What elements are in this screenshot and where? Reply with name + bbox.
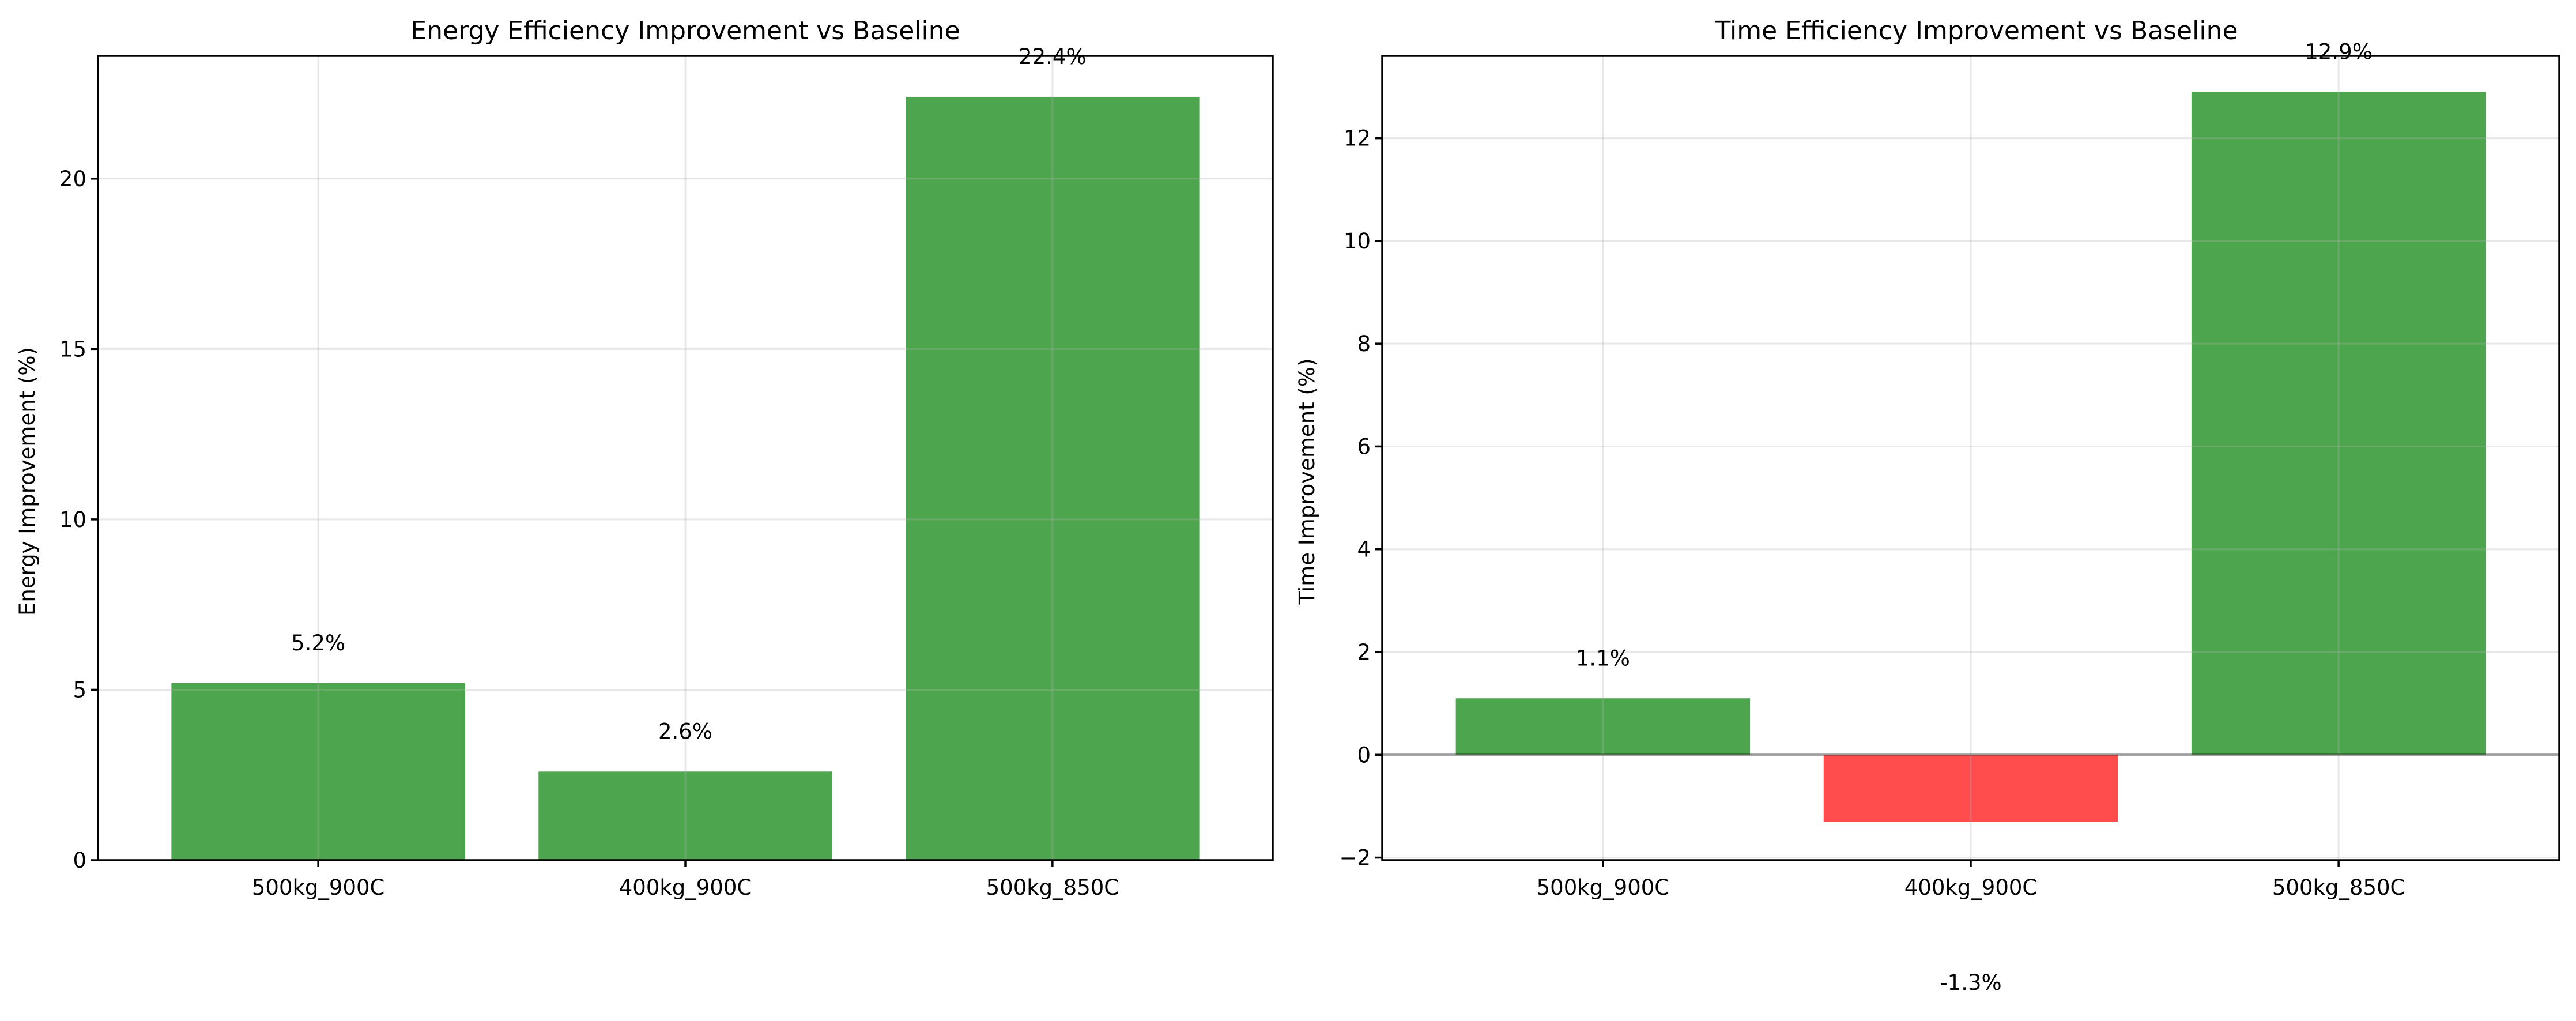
chart-energy-title: Energy Efficiency Improvement vs Baselin… (410, 16, 960, 46)
chart-time-ytick-label-6: 10 (1344, 229, 1371, 254)
chart-time-bar-1 (1823, 755, 2118, 822)
chart-time-bar-label-2: 12.9% (2305, 40, 2373, 65)
chart-time-ytick-label-3: 4 (1357, 537, 1371, 562)
chart-time-bar-label-0: 1.1% (1576, 646, 1630, 670)
chart-energy-ylabel: Energy Improvement (%) (15, 347, 40, 616)
chart-time-ytick-label-0: −2 (1339, 846, 1371, 871)
chart-time: Time Efficiency Improvement vs Baseline … (1295, 16, 2560, 995)
chart-time-xtick-label-1: 400kg_900C (1904, 875, 2038, 900)
chart-time-ytick-label-4: 6 (1357, 434, 1371, 459)
chart-time-ytick-label-1: 0 (1357, 743, 1371, 767)
chart-time-xtick-label-2: 500kg_850C (2272, 875, 2405, 900)
chart-energy-xtick-label-0: 500kg_900C (252, 875, 385, 900)
chart-energy-ytick-label-3: 15 (59, 337, 86, 361)
chart-energy-bar-1 (538, 771, 832, 860)
chart-energy: Energy Efficiency Improvement vs Baselin… (15, 16, 1274, 900)
chart-time-ylabel: Time Improvement (%) (1295, 359, 1319, 605)
chart-energy-bar-label-0: 5.2% (291, 631, 345, 655)
chart-time-ytick-label-5: 8 (1357, 331, 1371, 356)
chart-time-xtick-label-0: 500kg_900C (1537, 875, 1670, 900)
chart-time-bar-label-1: -1.3% (1940, 970, 2001, 995)
chart-energy-ytick-label-1: 5 (73, 677, 86, 702)
chart-time-bar-0 (1455, 698, 1751, 755)
chart-energy-bar-label-1: 2.6% (658, 719, 712, 744)
chart-time-bar-2 (2191, 92, 2486, 755)
chart-time-ytick-label-7: 12 (1344, 126, 1371, 151)
chart-energy-bar-0 (171, 683, 465, 860)
chart-energy-ytick-label-4: 20 (59, 167, 86, 191)
chart-energy-ytick-label-0: 0 (73, 848, 86, 873)
chart-time-plot: −2 0 2 4 6 8 10 12 500kg_900C 400kg_900C 500kg_850… (1339, 40, 2560, 995)
chart-time-ytick-label-2: 2 (1357, 640, 1371, 665)
chart-energy-bar-label-2: 22.4% (1019, 44, 1087, 69)
chart-energy-plot: 0 5 10 15 20 500kg_900C 400kg_900C 500kg_850C 5.… (59, 44, 1274, 900)
chart-energy-bar-2 (906, 96, 1200, 860)
chart-energy-ytick-label-2: 10 (59, 507, 86, 532)
chart-energy-xtick-label-2: 500kg_850C (986, 875, 1119, 900)
chart-energy-xtick-label-1: 400kg_900C (619, 875, 752, 900)
chart-time-title: Time Efficiency Improvement vs Baseline (1714, 16, 2238, 46)
